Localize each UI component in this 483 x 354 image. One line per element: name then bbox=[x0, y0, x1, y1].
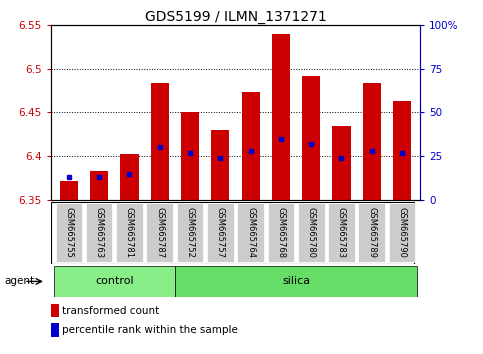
Bar bbox=[393, 101, 411, 200]
Bar bbox=[151, 84, 169, 200]
Bar bbox=[237, 203, 264, 263]
Text: GSM665783: GSM665783 bbox=[337, 207, 346, 258]
Bar bbox=[54, 266, 175, 297]
Bar bbox=[302, 76, 320, 200]
Text: GSM665780: GSM665780 bbox=[307, 207, 316, 258]
Bar bbox=[90, 171, 108, 200]
Text: GSM665787: GSM665787 bbox=[155, 207, 164, 258]
Bar bbox=[207, 203, 234, 263]
Bar bbox=[51, 323, 59, 337]
Text: silica: silica bbox=[282, 276, 310, 286]
Bar bbox=[86, 203, 113, 263]
Bar bbox=[268, 203, 294, 263]
Bar bbox=[177, 203, 203, 263]
Text: GSM665757: GSM665757 bbox=[216, 207, 225, 258]
Text: GSM665764: GSM665764 bbox=[246, 207, 255, 258]
Text: GSM665768: GSM665768 bbox=[276, 207, 285, 258]
Bar bbox=[116, 203, 143, 263]
Bar bbox=[389, 203, 415, 263]
Title: GDS5199 / ILMN_1371271: GDS5199 / ILMN_1371271 bbox=[144, 10, 327, 24]
Text: GSM665755: GSM665755 bbox=[64, 207, 73, 258]
Bar bbox=[242, 92, 260, 200]
Bar bbox=[56, 203, 82, 263]
Text: transformed count: transformed count bbox=[62, 306, 159, 316]
Text: GSM665790: GSM665790 bbox=[398, 207, 407, 258]
Bar bbox=[328, 203, 355, 263]
Text: percentile rank within the sample: percentile rank within the sample bbox=[62, 325, 238, 335]
Bar bbox=[211, 130, 229, 200]
Bar bbox=[60, 181, 78, 200]
Bar bbox=[120, 154, 139, 200]
Text: control: control bbox=[95, 276, 134, 286]
Text: GSM665763: GSM665763 bbox=[95, 207, 104, 258]
Bar bbox=[272, 34, 290, 200]
Bar bbox=[51, 304, 59, 317]
Bar bbox=[146, 203, 173, 263]
Text: GSM665781: GSM665781 bbox=[125, 207, 134, 258]
Bar bbox=[363, 84, 381, 200]
Text: GSM665752: GSM665752 bbox=[185, 207, 195, 258]
Text: GSM665789: GSM665789 bbox=[367, 207, 376, 258]
Bar bbox=[175, 266, 417, 297]
Bar bbox=[181, 112, 199, 200]
Bar bbox=[332, 126, 351, 200]
Bar bbox=[298, 203, 325, 263]
Bar bbox=[358, 203, 385, 263]
Text: agent: agent bbox=[5, 276, 35, 286]
